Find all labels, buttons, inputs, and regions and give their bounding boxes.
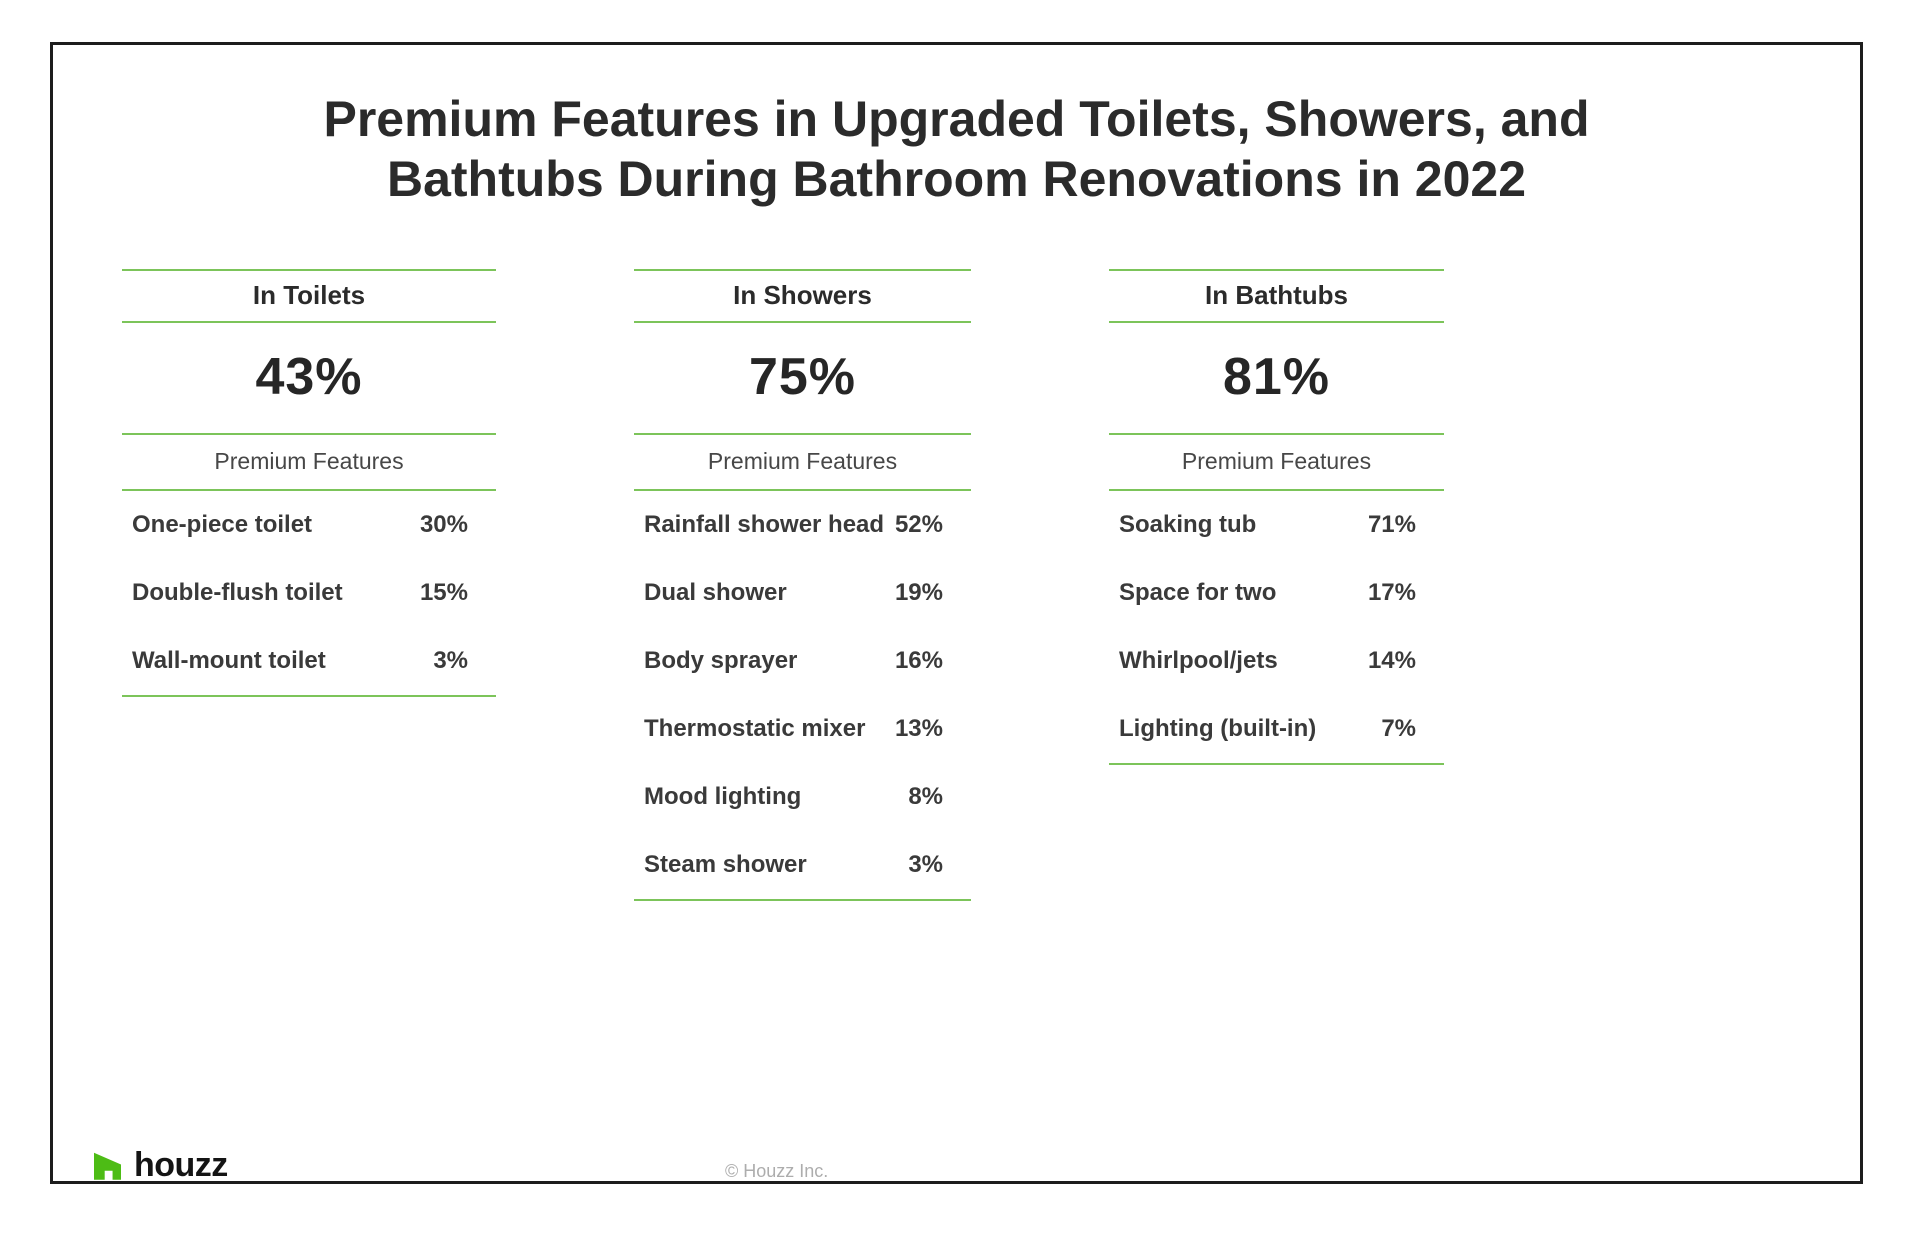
column-total-percent: 43%	[255, 348, 363, 406]
feature-value: 30%	[419, 511, 468, 538]
column-bathtubs: In Bathtubs 81% Premium Features Soaking…	[1109, 269, 1444, 765]
feature-label: Dual shower	[644, 579, 787, 606]
column-total-percent: 75%	[748, 348, 857, 406]
column-subheader: Premium Features	[122, 433, 496, 491]
feature-value: 3%	[908, 851, 943, 878]
feature-row: Wall-mount toilet 3%	[122, 627, 496, 695]
feature-label: Double-flush toilet	[132, 579, 343, 606]
feature-value: 8%	[908, 783, 943, 810]
column-toilets: In Toilets 43% Premium Features One-piec…	[122, 269, 496, 697]
feature-label: Soaking tub	[1119, 511, 1257, 538]
feature-value: 13%	[894, 715, 943, 742]
chart-title: Premium Features in Upgraded Toilets, Sh…	[93, 89, 1820, 209]
houzz-logo: houzz	[94, 1146, 228, 1184]
copyright-text: © Houzz Inc.	[725, 1161, 829, 1181]
feature-label: Thermostatic mixer	[644, 715, 866, 742]
feature-row: Lighting (built-in) 7%	[1109, 695, 1444, 763]
feature-label: Mood lighting	[644, 783, 802, 810]
column-subheader: Premium Features	[634, 433, 971, 491]
feature-label: One-piece toilet	[132, 511, 313, 538]
feature-row: Soaking tub 71%	[1109, 491, 1444, 559]
feature-label: Space for two	[1119, 579, 1277, 606]
houzz-house-icon	[94, 1152, 121, 1180]
feature-list: Soaking tub 71% Space for two 17% Whirlp…	[1109, 491, 1444, 765]
feature-value: 71%	[1367, 511, 1416, 538]
feature-value: 17%	[1367, 579, 1416, 606]
feature-list: One-piece toilet 30% Double-flush toilet…	[122, 491, 496, 697]
feature-value: 16%	[894, 647, 943, 674]
feature-row: Mood lighting 8%	[634, 763, 971, 831]
column-header: In Toilets	[122, 269, 496, 323]
column-subheader: Premium Features	[1109, 433, 1444, 491]
feature-row: Body sprayer 16%	[634, 627, 971, 695]
feature-row: Thermostatic mixer 13%	[634, 695, 971, 763]
feature-value: 15%	[419, 579, 468, 606]
column-total-percent: 81%	[1222, 348, 1331, 406]
feature-row: Double-flush toilet 15%	[122, 559, 496, 627]
feature-value: 19%	[894, 579, 943, 606]
frame-border: Premium Features in Upgraded Toilets, Sh…	[50, 42, 1863, 1184]
feature-value: 52%	[894, 511, 943, 538]
chart-title-line2: Bathtubs During Bathroom Renovations in …	[386, 151, 1526, 207]
feature-label: Whirlpool/jets	[1119, 647, 1278, 674]
feature-label: Steam shower	[644, 851, 807, 878]
feature-value: 3%	[433, 647, 468, 674]
feature-row: Dual shower 19%	[634, 559, 971, 627]
feature-row: Rainfall shower head 52%	[634, 491, 971, 559]
feature-label: Lighting (built-in)	[1119, 715, 1317, 742]
column-showers: In Showers 75% Premium Features Rainfall…	[634, 269, 971, 901]
feature-label: Wall-mount toilet	[132, 647, 326, 674]
column-header: In Showers	[634, 269, 971, 323]
feature-row: Whirlpool/jets 14%	[1109, 627, 1444, 695]
houzz-wordmark: houzz	[134, 1146, 228, 1184]
feature-label: Body sprayer	[644, 647, 798, 674]
feature-value: 7%	[1381, 715, 1416, 742]
feature-row: Steam shower 3%	[634, 831, 971, 899]
feature-value: 14%	[1367, 647, 1416, 674]
column-header: In Bathtubs	[1109, 269, 1444, 323]
chart-title-line1: Premium Features in Upgraded Toilets, Sh…	[323, 91, 1590, 147]
feature-row: Space for two 17%	[1109, 559, 1444, 627]
feature-list: Rainfall shower head 52% Dual shower 19%…	[634, 491, 971, 901]
feature-label: Rainfall shower head	[644, 511, 885, 538]
feature-row: One-piece toilet 30%	[122, 491, 496, 559]
